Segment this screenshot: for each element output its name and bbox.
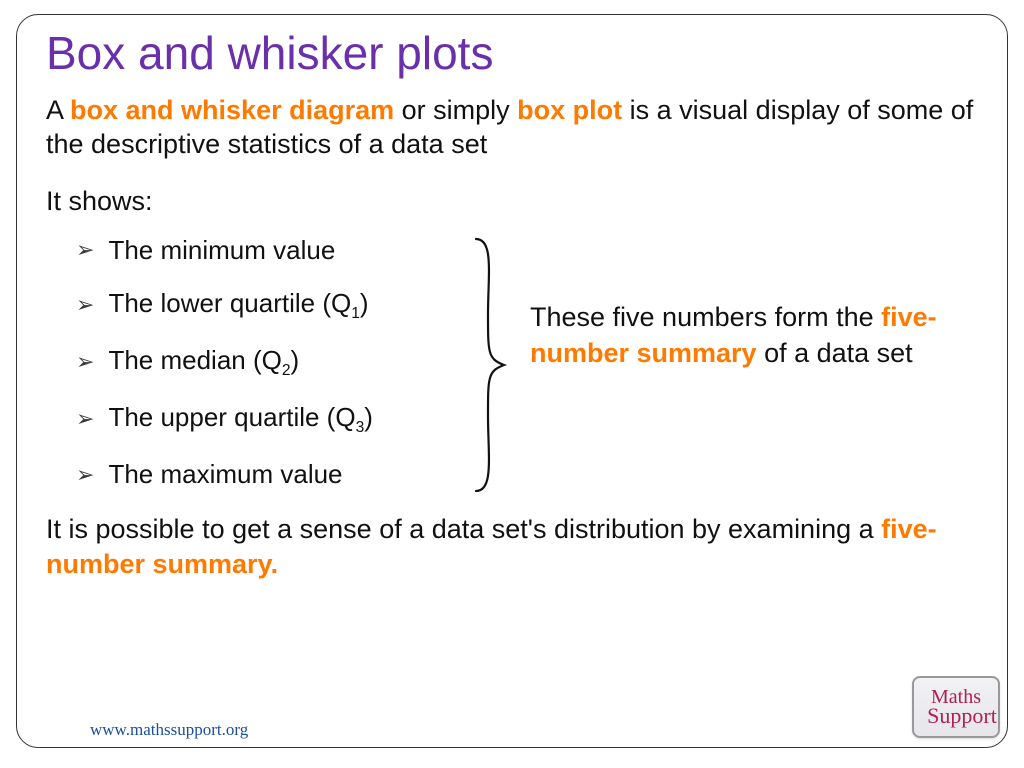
bullet-q3: ➢ The upper quartile (Q3) bbox=[76, 402, 466, 437]
bullet-min-text: The minimum value bbox=[108, 235, 335, 266]
bullet-arrow-icon: ➢ bbox=[76, 464, 94, 486]
bullet-arrow-icon: ➢ bbox=[76, 239, 94, 261]
maths-support-logo: Maths Support bbox=[912, 676, 1000, 738]
intro-pre: A bbox=[46, 95, 70, 125]
intro-mid: or simply bbox=[402, 95, 518, 125]
bullet-arrow-icon: ➢ bbox=[76, 351, 94, 373]
term-box-plot: box plot bbox=[517, 95, 629, 125]
bullet-max: ➢ The maximum value bbox=[76, 459, 466, 490]
bullet-arrow-icon: ➢ bbox=[76, 408, 94, 430]
footer-url: www.mathssupport.org bbox=[90, 720, 248, 740]
bullet-median: ➢ The median (Q2) bbox=[76, 345, 466, 380]
bullet-q1: ➢ The lower quartile (Q1) bbox=[76, 288, 466, 323]
closing-pre: It is possible to get a sense of a data … bbox=[46, 514, 881, 544]
q3-pre: The upper quartile (Q bbox=[108, 402, 355, 432]
closing-paragraph: It is possible to get a sense of a data … bbox=[46, 512, 978, 582]
curly-brace-icon bbox=[466, 235, 510, 497]
bullet-median-text: The median (Q2) bbox=[108, 345, 299, 380]
q3-post: ) bbox=[364, 402, 373, 432]
bullet-arrow-icon: ➢ bbox=[76, 294, 94, 316]
slide-content: Box and whisker plots A box and whisker … bbox=[46, 26, 978, 582]
mid-row: ➢ The minimum value ➢ The lower quartile… bbox=[46, 235, 978, 497]
q1-post: ) bbox=[360, 288, 369, 318]
bullet-list: ➢ The minimum value ➢ The lower quartile… bbox=[76, 235, 466, 497]
summary-post: of a data set bbox=[764, 338, 913, 368]
med-sub: 2 bbox=[282, 362, 291, 379]
q3-sub: 3 bbox=[356, 419, 365, 436]
shows-label: It shows: bbox=[46, 186, 978, 217]
med-pre: The median (Q bbox=[108, 345, 281, 375]
intro-paragraph: A box and whisker diagram or simply box … bbox=[46, 94, 978, 162]
q1-sub: 1 bbox=[351, 305, 360, 322]
med-post: ) bbox=[291, 345, 300, 375]
slide-title: Box and whisker plots bbox=[46, 26, 978, 80]
bullet-q3-text: The upper quartile (Q3) bbox=[108, 402, 373, 437]
q1-pre: The lower quartile (Q bbox=[108, 288, 351, 318]
bullet-min: ➢ The minimum value bbox=[76, 235, 466, 266]
bullet-q1-text: The lower quartile (Q1) bbox=[108, 288, 368, 323]
term-box-whisker-diagram: box and whisker diagram bbox=[70, 95, 402, 125]
five-number-summary-caption: These five numbers form the five-number … bbox=[510, 235, 978, 497]
summary-pre: These five numbers form the bbox=[530, 302, 881, 332]
bullet-max-text: The maximum value bbox=[108, 459, 342, 490]
logo-line2: Support bbox=[927, 706, 997, 726]
